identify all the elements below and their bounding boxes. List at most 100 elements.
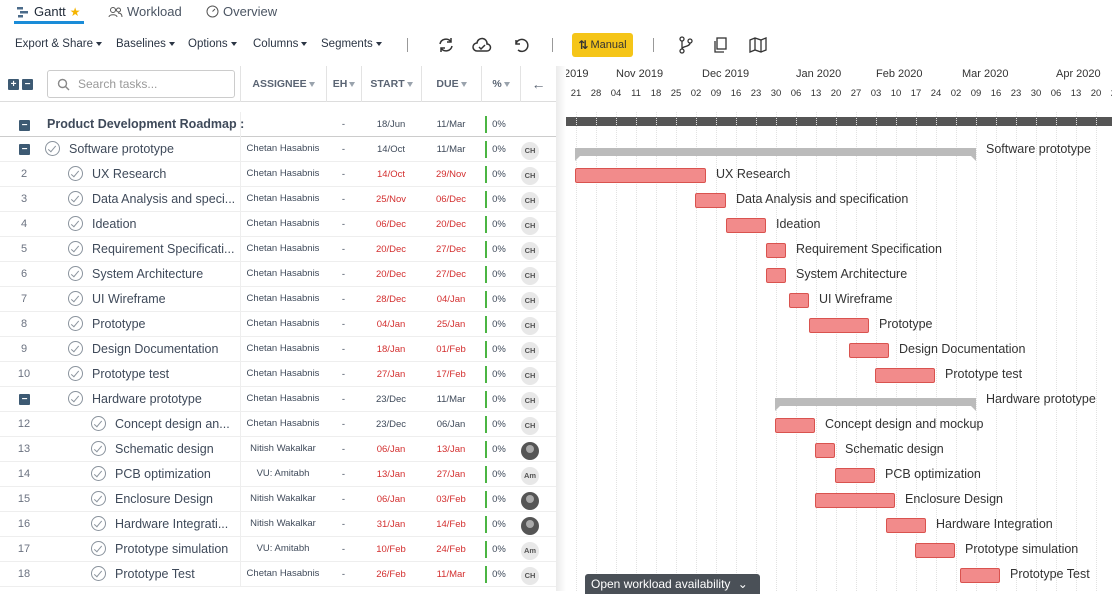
- start-date[interactable]: 06/Dec: [375, 219, 407, 230]
- effort-hours[interactable]: -: [341, 319, 346, 330]
- start-date[interactable]: 13/Jan: [376, 469, 406, 480]
- start-date[interactable]: 14/Oct: [377, 144, 405, 155]
- effort-hours[interactable]: -: [341, 469, 346, 480]
- assignee[interactable]: Chetan Hasabnis: [246, 343, 320, 354]
- assignee[interactable]: Chetan Hasabnis: [246, 193, 320, 204]
- effort-hours[interactable]: -: [341, 394, 346, 405]
- refresh-icon[interactable]: [436, 36, 456, 54]
- effort-hours[interactable]: -: [341, 219, 346, 230]
- percent-complete[interactable]: 0%: [492, 569, 506, 580]
- summary-bar[interactable]: [575, 148, 976, 161]
- effort-hours[interactable]: -: [341, 494, 346, 505]
- task-name[interactable]: Design Documentation: [92, 342, 219, 356]
- complete-check-icon[interactable]: [91, 491, 106, 506]
- assignee[interactable]: Nitish Wakalkar: [250, 518, 316, 529]
- due-date[interactable]: 01/Feb: [436, 344, 466, 355]
- task-name[interactable]: UX Research: [92, 167, 167, 181]
- group-row[interactable]: − Hardware prototype Chetan Hasabnis - 23/De…: [0, 387, 556, 412]
- task-bar[interactable]: [775, 418, 815, 433]
- task-bar[interactable]: [875, 368, 935, 383]
- start-date[interactable]: 04/Jan: [376, 319, 406, 330]
- effort-hours[interactable]: -: [341, 544, 346, 555]
- complete-check-icon[interactable]: [68, 366, 83, 381]
- project-row[interactable]: − Product Development Roadmap : - 18/Jun…: [0, 112, 556, 137]
- avatar[interactable]: CH: [521, 242, 539, 260]
- assignee[interactable]: Chetan Hasabnis: [246, 243, 320, 254]
- complete-check-icon[interactable]: [91, 416, 106, 431]
- start-date[interactable]: 06/Jan: [376, 494, 406, 505]
- due-date[interactable]: 06/Jan: [436, 419, 466, 430]
- percent-complete[interactable]: 0%: [492, 169, 506, 180]
- avatar[interactable]: CH: [521, 417, 539, 435]
- complete-check-icon[interactable]: [68, 291, 83, 306]
- task-name[interactable]: PCB optimization: [115, 467, 211, 481]
- due-date[interactable]: 27/Dec: [435, 269, 467, 280]
- percent-complete[interactable]: 0%: [492, 269, 506, 280]
- task-row[interactable]: 5 Requirement Specificati... Chetan Hasabn…: [0, 237, 556, 262]
- task-row[interactable]: 15 Enclosure Design Nitish Wakalkar - 06/Jan…: [0, 487, 556, 512]
- task-name[interactable]: Data Analysis and speci...: [92, 192, 236, 206]
- due-date[interactable]: 20/Dec: [435, 219, 467, 230]
- complete-check-icon[interactable]: [68, 391, 83, 406]
- due-date[interactable]: 17/Feb: [436, 369, 466, 380]
- summary-bar[interactable]: [775, 398, 976, 411]
- due-date[interactable]: 27/Dec: [435, 244, 467, 255]
- group-row[interactable]: − Software prototype Chetan Hasabnis - 14/Oc…: [0, 137, 556, 162]
- task-name[interactable]: Prototype test: [92, 367, 170, 381]
- avatar[interactable]: CH: [521, 217, 539, 235]
- assignee[interactable]: Chetan Hasabnis: [246, 218, 320, 229]
- effort-hours[interactable]: -: [341, 269, 346, 280]
- effort-hours[interactable]: -: [341, 419, 346, 430]
- column-header-assignee[interactable]: ASSIGNEE: [240, 66, 326, 102]
- collapse-group-icon[interactable]: −: [19, 144, 30, 155]
- assignee[interactable]: Chetan Hasabnis: [246, 293, 320, 304]
- map-icon[interactable]: [748, 36, 768, 54]
- avatar[interactable]: CH: [521, 192, 539, 210]
- baselines-menu[interactable]: Baselines: [116, 38, 175, 50]
- collapse-group-icon[interactable]: −: [19, 394, 30, 405]
- task-row[interactable]: 10 Prototype test Chetan Hasabnis - 27/Jan 17…: [0, 362, 556, 387]
- percent-complete[interactable]: 0%: [492, 444, 506, 455]
- percent-complete[interactable]: 0%: [492, 294, 506, 305]
- complete-check-icon[interactable]: [91, 466, 106, 481]
- complete-check-icon[interactable]: [91, 566, 106, 581]
- start-date[interactable]: 26/Feb: [376, 569, 406, 580]
- task-bar[interactable]: [766, 243, 786, 258]
- task-bar[interactable]: [815, 443, 835, 458]
- complete-check-icon[interactable]: [68, 191, 83, 206]
- tab-overview[interactable]: Overview: [206, 4, 277, 19]
- complete-check-icon[interactable]: [68, 241, 83, 256]
- avatar[interactable]: Am: [521, 467, 539, 485]
- percent-complete[interactable]: 0%: [492, 344, 506, 355]
- percent-complete[interactable]: 0%: [492, 519, 506, 530]
- complete-check-icon[interactable]: [91, 441, 106, 456]
- task-name[interactable]: Prototype: [92, 317, 146, 331]
- due-date[interactable]: 25/Jan: [436, 319, 466, 330]
- assignee[interactable]: Chetan Hasabnis: [246, 318, 320, 329]
- columns-menu[interactable]: Columns: [253, 38, 307, 50]
- collapse-grid-arrow-icon[interactable]: ←: [520, 66, 556, 102]
- complete-check-icon[interactable]: [91, 541, 106, 556]
- column-header-due[interactable]: DUE: [421, 66, 481, 102]
- assignee[interactable]: Chetan Hasabnis: [246, 393, 320, 404]
- assignee[interactable]: VU: Amitabh: [256, 468, 310, 479]
- percent-complete[interactable]: 0%: [492, 244, 506, 255]
- assignee[interactable]: Chetan Hasabnis: [246, 418, 320, 429]
- export-share-menu[interactable]: Export & Share: [15, 38, 102, 50]
- effort-hours[interactable]: -: [341, 369, 346, 380]
- percent-complete[interactable]: 0%: [492, 494, 506, 505]
- avatar[interactable]: CH: [521, 267, 539, 285]
- complete-check-icon[interactable]: [91, 516, 106, 531]
- due-date[interactable]: 14/Feb: [436, 519, 466, 530]
- task-row[interactable]: 12 Concept design an... Chetan Hasabnis - 23…: [0, 412, 556, 437]
- due-date[interactable]: 29/Nov: [435, 169, 467, 180]
- avatar[interactable]: CH: [521, 342, 539, 360]
- assignee[interactable]: Nitish Wakalkar: [250, 493, 316, 504]
- start-date[interactable]: 20/Dec: [375, 244, 407, 255]
- task-name[interactable]: System Architecture: [92, 267, 204, 281]
- tab-gantt[interactable]: Gantt ★: [16, 4, 81, 19]
- due-date[interactable]: 06/Dec: [435, 194, 467, 205]
- task-row[interactable]: 2 UX Research Chetan Hasabnis - 14/Oct 29/Nov…: [0, 162, 556, 187]
- assignee[interactable]: VU: Amitabh: [256, 543, 310, 554]
- effort-hours[interactable]: -: [341, 569, 346, 580]
